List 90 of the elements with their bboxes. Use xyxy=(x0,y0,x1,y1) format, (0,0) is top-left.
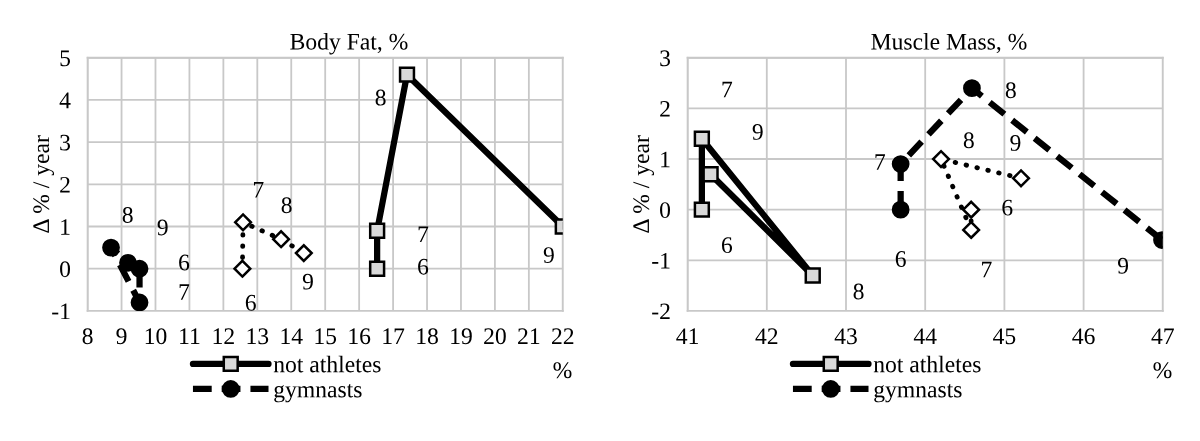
y-tick-label: -1 xyxy=(652,252,670,269)
y-tick-label: 1 xyxy=(661,151,670,168)
point xyxy=(119,253,137,272)
x-tick-label: 19 xyxy=(451,328,472,345)
annotation: 8 xyxy=(1005,82,1016,99)
annotation: 8 xyxy=(963,132,974,149)
x-tick-label: 46 xyxy=(1072,328,1095,345)
annotation: 9 xyxy=(543,247,554,263)
y-tick-label: 3 xyxy=(60,134,71,151)
y-tick-label: 2 xyxy=(60,176,70,193)
y-tick-label: -1 xyxy=(52,303,70,320)
annotation: 8 xyxy=(853,283,864,300)
point xyxy=(368,260,386,277)
chart-title: Muscle Mass, % xyxy=(871,33,1027,54)
x-tick-label: 47 xyxy=(1151,328,1174,344)
annotation: 9 xyxy=(157,219,168,236)
x-tick-label: 45 xyxy=(993,328,1016,345)
point xyxy=(963,79,981,98)
x-tick-label: 17 xyxy=(383,328,405,344)
point xyxy=(398,66,416,83)
point xyxy=(1011,169,1031,188)
legend-label: gymnasts xyxy=(874,383,962,403)
annotation: 7 xyxy=(179,284,190,300)
annotation: 6 xyxy=(418,258,429,275)
x-axis-title: % xyxy=(1153,362,1172,379)
x-tick-label: 21 xyxy=(518,328,540,344)
y-tick-label: -2 xyxy=(652,303,670,320)
x-tick-label: 42 xyxy=(755,328,778,344)
x-tick-label: 22 xyxy=(552,328,574,344)
y-tick-label: 0 xyxy=(660,202,671,219)
x-tick-label: 20 xyxy=(484,328,506,345)
annotation: 6 xyxy=(179,254,190,271)
point xyxy=(891,200,910,219)
y-tick-label: 2 xyxy=(660,100,670,117)
point xyxy=(233,259,252,278)
y-tick-label: 4 xyxy=(59,92,71,109)
point xyxy=(804,267,821,284)
annotation: 6 xyxy=(1002,199,1013,216)
y-tick-label: 1 xyxy=(61,219,70,235)
annotation: 7 xyxy=(875,154,886,170)
x-tick-label: 41 xyxy=(676,328,698,344)
x-axis-title: % xyxy=(553,362,572,379)
x-tick-label: 10 xyxy=(145,328,167,345)
x-tick-label: 43 xyxy=(834,328,857,345)
point xyxy=(693,201,711,218)
y-axis-title: Δ % / year xyxy=(33,135,55,233)
x-tick-label: 14 xyxy=(281,328,303,344)
x-tick-label: 44 xyxy=(913,328,937,344)
chart-title: Body Fat, % xyxy=(290,33,408,55)
point xyxy=(233,213,253,232)
point xyxy=(102,238,120,257)
annotation: 6 xyxy=(721,237,733,254)
x-tick-label: 18 xyxy=(417,328,438,345)
y-axis-title: Δ % / year xyxy=(633,135,655,233)
y-tick-label: 5 xyxy=(60,50,71,67)
x-tick-label: 15 xyxy=(315,328,337,345)
annotation: 9 xyxy=(752,123,763,140)
annotation: 6 xyxy=(895,251,906,267)
point xyxy=(294,244,313,263)
legend-label: gymnasts xyxy=(274,383,362,403)
y-tick-label: 3 xyxy=(660,50,671,67)
annotation: 7 xyxy=(982,261,992,278)
annotation: 7 xyxy=(722,81,733,98)
point xyxy=(368,222,386,239)
legend-label: not athletes xyxy=(873,355,981,373)
point xyxy=(931,149,951,169)
x-tick-label: 16 xyxy=(349,328,371,345)
annotation: 6 xyxy=(245,294,256,311)
point xyxy=(702,166,719,183)
y-tick-label: 0 xyxy=(60,261,71,278)
x-tick-label: 13 xyxy=(247,328,269,345)
annotation: 9 xyxy=(1117,257,1129,274)
point xyxy=(130,293,149,311)
annotation: 8 xyxy=(122,207,133,223)
legend-label: not athletes xyxy=(273,355,381,373)
annotation: 8 xyxy=(281,197,292,214)
point xyxy=(271,230,291,249)
point xyxy=(962,200,981,219)
annotation: 8 xyxy=(375,89,386,106)
point xyxy=(962,220,981,240)
x-tick-label: 11 xyxy=(180,328,200,344)
annotation: 7 xyxy=(253,181,264,198)
annotation: 9 xyxy=(1010,134,1021,151)
x-tick-label: 12 xyxy=(213,328,234,344)
point xyxy=(891,155,910,173)
annotation: 9 xyxy=(302,273,313,290)
point xyxy=(693,130,711,147)
x-tick-label: 9 xyxy=(116,328,127,345)
annotation: 7 xyxy=(418,226,429,242)
x-tick-label: 8 xyxy=(82,328,93,345)
